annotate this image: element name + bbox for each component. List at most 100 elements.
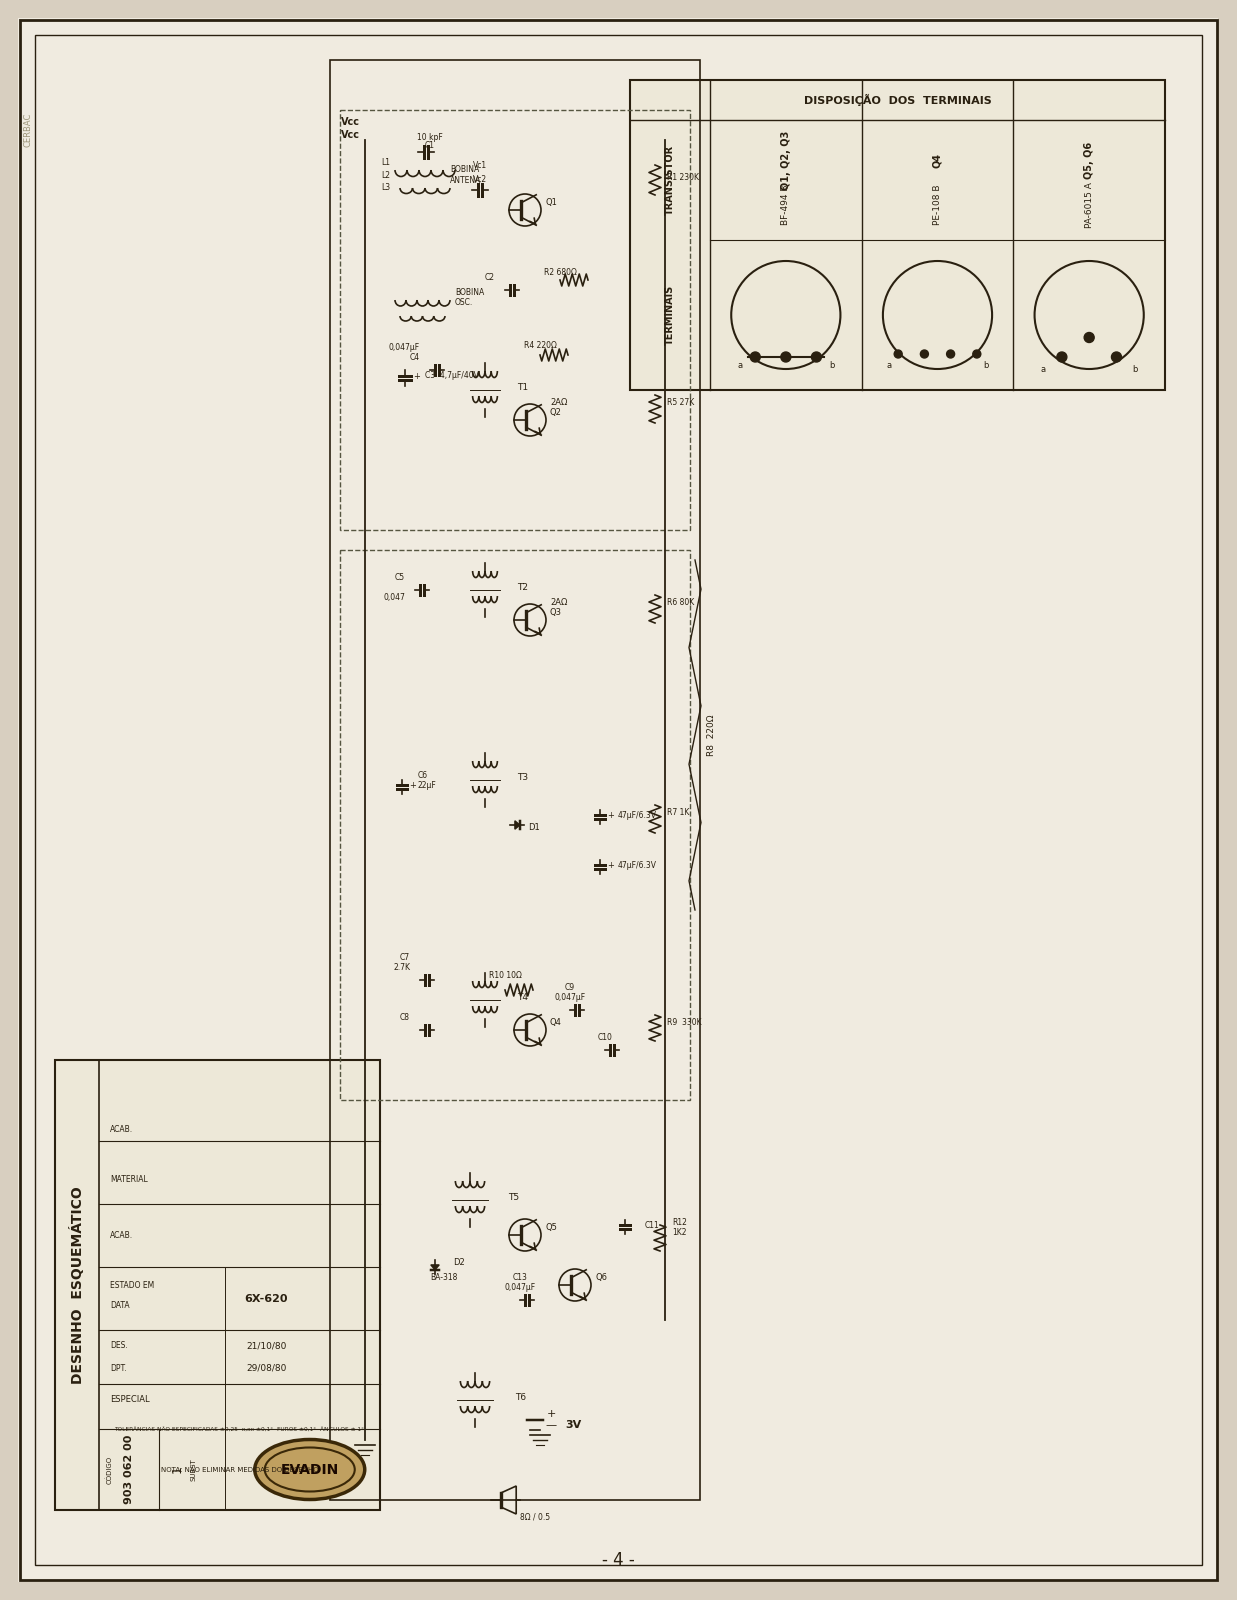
Text: R5 27K: R5 27K	[667, 398, 694, 406]
Text: R6 80K: R6 80K	[667, 598, 694, 606]
Text: BOBINA
OSC.: BOBINA OSC.	[455, 288, 484, 307]
Text: R12
1K2: R12 1K2	[672, 1218, 687, 1237]
Text: 903 062 00: 903 062 00	[124, 1435, 134, 1504]
Ellipse shape	[1034, 261, 1144, 370]
Text: DPT.: DPT.	[110, 1363, 126, 1373]
Text: Vc2: Vc2	[473, 174, 487, 184]
Text: T5: T5	[508, 1194, 520, 1202]
Text: +: +	[607, 861, 614, 870]
Text: R8  220Ω: R8 220Ω	[708, 714, 716, 755]
Text: MATERIAL: MATERIAL	[110, 1174, 147, 1184]
Text: PA-6015 A: PA-6015 A	[1085, 182, 1094, 227]
Text: Q5: Q5	[546, 1222, 557, 1232]
Circle shape	[1112, 352, 1122, 362]
Circle shape	[751, 352, 761, 362]
Circle shape	[1056, 352, 1066, 362]
Text: L3: L3	[381, 182, 390, 192]
Polygon shape	[430, 1266, 439, 1270]
Text: ACAB.: ACAB.	[110, 1230, 134, 1240]
Text: 1: 1	[171, 1466, 183, 1474]
Circle shape	[920, 350, 929, 358]
Bar	[340, 550, 690, 1101]
Text: R1 230K: R1 230K	[667, 173, 699, 182]
Text: C6
22μF: C6 22μF	[418, 771, 437, 790]
Text: R7 1K: R7 1K	[667, 808, 689, 818]
Text: C1: C1	[426, 141, 435, 150]
Text: ESPECIAL: ESPECIAL	[110, 1395, 150, 1405]
Text: ACAB.: ACAB.	[110, 1125, 134, 1134]
Text: C13
0,047μF: C13 0,047μF	[505, 1272, 536, 1293]
Text: T3: T3	[517, 773, 528, 782]
Text: Vcc: Vcc	[341, 117, 360, 126]
Text: C10: C10	[597, 1034, 612, 1042]
Bar	[630, 80, 1165, 390]
Ellipse shape	[731, 261, 840, 370]
Text: D1: D1	[528, 822, 539, 832]
Text: Q6: Q6	[595, 1274, 607, 1282]
Text: L2: L2	[381, 171, 390, 179]
Text: +: +	[607, 811, 614, 819]
Text: R10 10Ω: R10 10Ω	[489, 971, 522, 979]
Text: a: a	[737, 360, 742, 370]
Text: BF-494 B: BF-494 B	[782, 184, 790, 226]
Text: 0,047μF: 0,047μF	[388, 342, 421, 352]
Text: 21/10/80: 21/10/80	[246, 1341, 287, 1350]
Text: b: b	[829, 360, 835, 370]
Text: C8: C8	[400, 1013, 409, 1022]
Text: —: —	[546, 1421, 557, 1430]
Ellipse shape	[883, 261, 992, 370]
Text: R2 680Ω: R2 680Ω	[543, 267, 576, 277]
Circle shape	[972, 350, 981, 358]
Text: 0,047: 0,047	[383, 594, 404, 602]
Text: DES.: DES.	[110, 1341, 127, 1350]
Text: 47μF/6.3V: 47μF/6.3V	[618, 811, 657, 819]
Text: C4: C4	[409, 354, 421, 362]
Text: EVADIN: EVADIN	[281, 1462, 339, 1477]
Text: 10 kpF: 10 kpF	[417, 133, 443, 142]
Text: R4 220Ω: R4 220Ω	[523, 341, 557, 350]
Circle shape	[1084, 333, 1095, 342]
Text: ESTADO EM: ESTADO EM	[110, 1280, 155, 1290]
Text: TRANSISTOR: TRANSISTOR	[666, 146, 675, 214]
Text: Q4: Q4	[550, 1018, 562, 1027]
Text: C5: C5	[395, 573, 404, 582]
Text: 3V: 3V	[565, 1421, 581, 1430]
Text: 2ΑΩ
Q2: 2ΑΩ Q2	[550, 397, 568, 418]
Text: C3  4,7μF/40V: C3 4,7μF/40V	[426, 371, 479, 379]
Text: 8Ω / 0.5: 8Ω / 0.5	[520, 1514, 550, 1522]
Text: +: +	[409, 781, 416, 790]
Circle shape	[781, 352, 790, 362]
Text: D2: D2	[453, 1258, 465, 1267]
Text: Q5, Q6: Q5, Q6	[1084, 141, 1095, 179]
Text: b: b	[1132, 365, 1138, 374]
Text: CÓDIGO: CÓDIGO	[105, 1456, 113, 1483]
Text: T6: T6	[515, 1394, 526, 1402]
Text: Q1: Q1	[546, 198, 557, 206]
Text: DATA: DATA	[110, 1301, 130, 1310]
Text: 29/08/80: 29/08/80	[246, 1363, 287, 1373]
Text: CERBAC: CERBAC	[24, 114, 32, 147]
Text: SUBST: SUBST	[190, 1458, 197, 1482]
Text: +: +	[413, 371, 419, 381]
Text: NOTA: NÃO ELIMINAR MEDIDAS DO DESENHO: NOTA: NÃO ELIMINAR MEDIDAS DO DESENHO	[161, 1466, 318, 1474]
Circle shape	[946, 350, 955, 358]
Text: T4: T4	[517, 994, 528, 1002]
Text: DESENHO  ESQUEMÁTICO: DESENHO ESQUEMÁTICO	[69, 1186, 84, 1384]
Text: BOBINA
ANTENA: BOBINA ANTENA	[450, 165, 481, 184]
Text: C11: C11	[644, 1221, 659, 1230]
Text: C2: C2	[485, 274, 495, 282]
Text: a: a	[887, 360, 892, 370]
Text: T1: T1	[517, 382, 528, 392]
Circle shape	[811, 352, 821, 362]
Text: TERMINAIS: TERMINAIS	[666, 285, 675, 346]
Polygon shape	[515, 821, 520, 829]
Text: PE-108 B: PE-108 B	[933, 184, 943, 226]
Text: b: b	[983, 360, 988, 370]
Text: C7
2.7K: C7 2.7K	[393, 952, 409, 971]
Text: Vc1: Vc1	[473, 162, 487, 170]
Text: a: a	[1040, 365, 1045, 374]
Text: L1: L1	[381, 158, 390, 166]
Text: +: +	[547, 1410, 557, 1419]
Ellipse shape	[255, 1440, 365, 1499]
Text: DISPOSIÇÃO  DOS  TERMINAIS: DISPOSIÇÃO DOS TERMINAIS	[804, 94, 991, 106]
